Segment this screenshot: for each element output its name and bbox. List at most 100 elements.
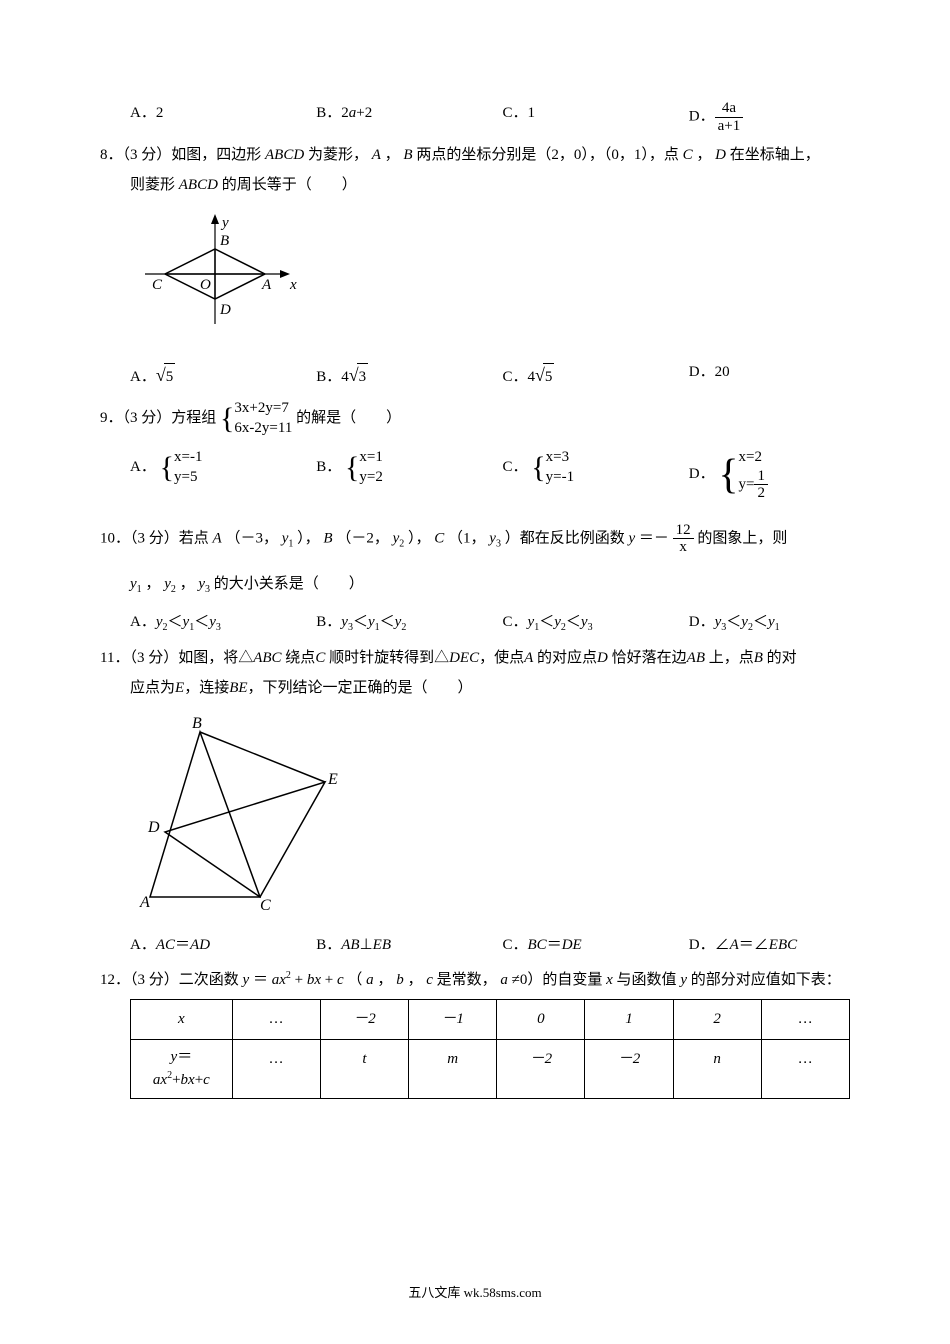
q11-a-i1: AC (156, 937, 175, 953)
q10-d-s3: 1 (775, 622, 780, 633)
q9-a-eqs: x=-1 y=5 (174, 448, 202, 487)
q10-a-y3: y (209, 614, 216, 630)
cell: … (761, 1039, 849, 1098)
sqrt-icon: 3 (349, 359, 368, 391)
q10-t13: ）都在反比例函数 (505, 530, 625, 546)
q10-d-y2: y (741, 614, 748, 630)
q10-option-a: A．y2＜y1＜y3 (130, 609, 316, 637)
q11-line2: 应点为E，连接BE，下列结论一定正确的是（ ） (130, 675, 875, 702)
q9-d-eq2-row: y=12 (739, 468, 768, 502)
q10-b-lt2: ＜ (380, 614, 395, 630)
q12-t1: 12．（3 分）二次函数 (100, 972, 239, 988)
q11-b-i2: EB (373, 937, 391, 953)
q7-b-suffix: +2 (356, 105, 372, 121)
q10-t12s: 3 (496, 538, 501, 549)
cell: t (320, 1039, 408, 1098)
q9-line: 9．（3 分）方程组 { 3x+2y=7 6x-2y=11 的解是（ ） (100, 399, 875, 438)
cell: －2 (497, 1039, 585, 1098)
brace-icon: { (160, 460, 174, 475)
q11-t3: 绕点 (282, 650, 316, 666)
q10-c-y3: y (581, 614, 588, 630)
q12-t3: ＝ (253, 972, 268, 988)
q9-c-label: C． (503, 459, 528, 475)
q8-c-label: C．4 (503, 369, 536, 385)
q11-t12: AB (687, 650, 705, 666)
q10-frac-num: 12 (673, 522, 694, 540)
q12-t6: bx (307, 972, 321, 988)
q9-a-eq1: x=-1 (174, 448, 202, 468)
y-label-6: bx (181, 1072, 195, 1088)
y-label-8: c (203, 1072, 210, 1088)
brace-icon: { (220, 411, 234, 426)
q10-d-y3: y (768, 614, 775, 630)
q12-t10: a (366, 972, 374, 988)
q9-d-label: D． (689, 467, 715, 483)
q11-b-mid: ⊥ (360, 937, 373, 953)
q9-option-c: C． { x=3 y=-1 (503, 448, 689, 502)
label-A: A (261, 277, 272, 293)
q11-b-i1: AB (341, 937, 359, 953)
q7-a-label: A．2 (130, 105, 163, 121)
q8-it1: 则菱形 (130, 177, 175, 193)
q9-c-eqs: x=3 y=-1 (546, 448, 574, 487)
q9-a-label: A． (130, 459, 156, 475)
q8-t9: ， (696, 147, 711, 163)
q12-t21: 的部分对应值如下表： (691, 972, 841, 988)
q8-t10: D (715, 147, 726, 163)
q10-t2: A (213, 530, 222, 546)
q10-d-label: D． (689, 614, 715, 630)
q10-option-d: D．y3＜y2＜y1 (689, 609, 875, 637)
q10-a-lt1: ＜ (168, 614, 183, 630)
label-B: B (220, 233, 229, 249)
q11-t8: A (524, 650, 533, 666)
sqrt-icon: 5 (535, 359, 554, 391)
q10-c-lt1: ＜ (539, 614, 554, 630)
q10-t3: （－3， (225, 530, 278, 546)
q9-d-eqs: x=2 y=12 (739, 448, 768, 502)
q12-line: 12．（3 分）二次函数 y ＝ ax2 + bx + c （ a ， b ， … (100, 967, 875, 994)
q9-b-eq1: x=1 (359, 448, 382, 468)
q11-t7: ，使点 (479, 650, 524, 666)
q9-option-a: A． { x=-1 y=5 (130, 448, 316, 502)
q9-options: A． { x=-1 y=5 B． { x=1 y=2 C． { x=3 y=-1 (130, 448, 875, 502)
q8-it2: ABCD (179, 177, 218, 193)
q9-a-eq2: y=5 (174, 468, 202, 488)
q10-a-label: A． (130, 614, 156, 630)
q10-frac-den: x (673, 539, 694, 556)
q11-a-mid: ＝ (175, 937, 190, 953)
q11-i4: BE (229, 680, 247, 696)
q10-option-c: C．y1＜y2＜y3 (503, 609, 689, 637)
sqrt-icon: 5 (156, 359, 175, 391)
q12-t12: b (396, 972, 404, 988)
q9-b-eqs: x=1 y=2 (359, 448, 382, 487)
table-row: x … －2 －1 0 1 2 … (131, 999, 850, 1039)
label-D: D (147, 819, 160, 836)
q10-t11: （1， (448, 530, 486, 546)
q10-a-s3: 3 (216, 622, 221, 633)
q10-c-s3: 3 (588, 622, 593, 633)
q8-t7: 两点的坐标分别是（2，0），（0，1），点 (416, 147, 679, 163)
q7-d-label: D． (689, 108, 715, 124)
q8-t3: 为菱形， (308, 147, 368, 163)
q11-d-i2: EBC (769, 937, 797, 953)
q11-option-d: D．∠A＝∠EBC (689, 932, 875, 959)
q7-option-b: B．2a+2 (316, 100, 502, 134)
q8-t4: A (372, 147, 381, 163)
q10-t7: （－2， (336, 530, 389, 546)
q8-option-b: B．43 (316, 359, 502, 391)
q11-line1: 11．（3 分）如图，将△ABC 绕点C 顺时针旋转得到△DEC，使点A 的对应… (100, 645, 875, 672)
q12-t13: ， (407, 972, 422, 988)
q12-t4s: 2 (286, 970, 291, 981)
q10-d-lt2: ＜ (753, 614, 768, 630)
q11-i3: ，连接 (184, 680, 229, 696)
q9-system: { 3x+2y=7 6x-2y=11 (220, 399, 292, 438)
cell: … (232, 1039, 320, 1098)
table-row: y＝ ax2+bx+c … t m －2 －2 n … (131, 1039, 850, 1098)
q9-b-sys: { x=1 y=2 (345, 448, 383, 487)
q10-i1s: 1 (137, 584, 142, 595)
q8-t8: C (683, 147, 693, 163)
y-label-2: ＝ (177, 1049, 192, 1065)
q12-t5: + (295, 972, 303, 988)
q10-c-label: C． (503, 614, 528, 630)
q10-i1: y (130, 576, 137, 592)
